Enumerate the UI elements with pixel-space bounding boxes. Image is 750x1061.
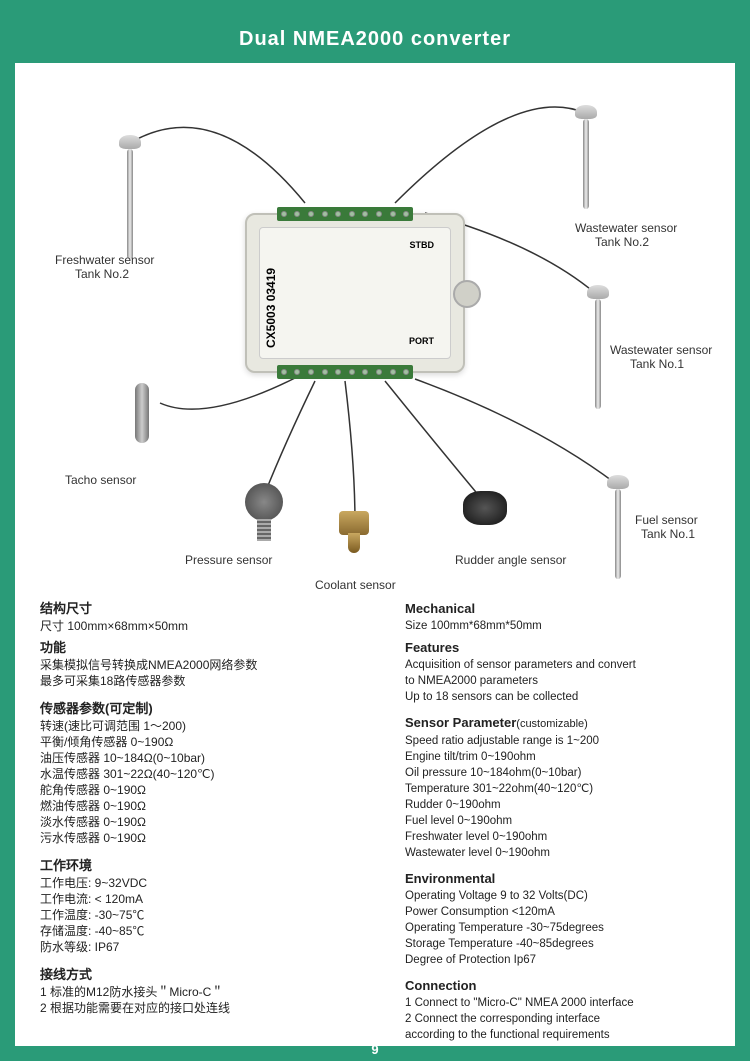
en-conn-heading: Connection	[405, 978, 730, 994]
en-feat-heading: Features	[405, 640, 730, 656]
zh-p3: 油压传感器 10~184Ω(0~10bar)	[40, 750, 365, 766]
zh-size: 尺寸 100mm×68mm×50mm	[40, 618, 365, 634]
wastewater2-text: Wastewater sensor	[575, 221, 677, 235]
en-c2: 2 Connect the corresponding interface	[405, 1011, 730, 1027]
en-param-sub: (customizable)	[516, 718, 588, 730]
zh-func-heading: 功能	[40, 640, 365, 656]
wastewater2-probe	[583, 119, 589, 209]
coolant-sensor-icon	[339, 511, 369, 535]
wastewater1b-text: Tank No.1	[610, 357, 684, 371]
fuel1b-text: Tank No.1	[635, 527, 695, 541]
zh-func2: 最多可采集18路传感器参数	[40, 673, 365, 689]
device-stbd-label: STBD	[410, 240, 435, 250]
wastewater2b-text: Tank No.2	[575, 235, 649, 249]
wastewater1-sensor-icon	[587, 285, 609, 299]
zh-env-heading: 工作环境	[40, 858, 365, 874]
coolant-label: Coolant sensor	[315, 578, 396, 592]
terminal-block-bottom	[277, 365, 413, 379]
en-param-heading: Sensor Parameter(customizable)	[405, 715, 730, 732]
zh-e1: 工作电压: 9~32VDC	[40, 875, 365, 891]
en-p4: Temperature 301~22ohm(40~120℃)	[405, 781, 730, 797]
converter-device: CX5003 03419 STBD PORT	[245, 213, 465, 373]
en-p7: Freshwater level 0~190ohm	[405, 829, 730, 845]
en-mech-heading: Mechanical	[405, 601, 730, 617]
wiring-diagram: CX5003 03419 STBD PORT Freshwat	[15, 63, 735, 593]
pressure-sensor-thread	[257, 519, 271, 541]
en-mech: Size 100mm*68mm*50mm	[405, 618, 730, 634]
page-number: 9	[0, 1042, 750, 1057]
wastewater1-probe	[595, 299, 601, 409]
zh-param-heading: 传感器参数(可定制)	[40, 701, 365, 717]
zh-func1: 采集模拟信号转换成NMEA2000网络参数	[40, 657, 365, 673]
zh-c1: 1 标准的M12防水接头＂Micro-C＂	[40, 984, 365, 1000]
zh-e3: 工作温度: -30~75℃	[40, 907, 365, 923]
freshwater2-probe	[127, 149, 133, 259]
device-port-label: PORT	[409, 336, 434, 346]
m12-connector	[453, 280, 481, 308]
fuel1-label: Fuel sensor Tank No.1	[635, 513, 698, 541]
en-e2: Power Consumption <120mA	[405, 904, 730, 920]
en-p2: Engine tilt/trim 0~190ohm	[405, 749, 730, 765]
en-p3: Oil pressure 10~184ohm(0~10bar)	[405, 765, 730, 781]
zh-p6: 燃油传感器 0~190Ω	[40, 798, 365, 814]
en-e5: Degree of Protection Ip67	[405, 952, 730, 968]
wastewater2-label: Wastewater sensor Tank No.2	[575, 221, 677, 249]
en-p5: Rudder 0~190ohm	[405, 797, 730, 813]
pressure-label: Pressure sensor	[185, 553, 272, 567]
zh-c2: 2 根据功能需要在对应的接口处连线	[40, 1000, 365, 1016]
zh-p8: 污水传感器 0~190Ω	[40, 830, 365, 846]
zh-e4: 存储温度: -40~85℃	[40, 923, 365, 939]
freshwater2-text: Freshwater sensor	[55, 253, 154, 267]
en-p6: Fuel level 0~190ohm	[405, 813, 730, 829]
title-bar: Dual NMEA2000 converter	[15, 15, 735, 63]
zh-conn-heading: 接线方式	[40, 967, 365, 983]
terminal-block-top	[277, 207, 413, 221]
page: Dual NMEA2000 converter CX5	[15, 15, 735, 1046]
en-param-text: Sensor Parameter	[405, 715, 516, 730]
zh-p7: 淡水传感器 0~190Ω	[40, 814, 365, 830]
zh-p2: 平衡/倾角传感器 0~190Ω	[40, 734, 365, 750]
zh-e5: 防水等级: IP67	[40, 939, 365, 955]
pressure-sensor-icon	[245, 483, 283, 521]
tacho-sensor-icon	[135, 383, 149, 443]
wastewater1-text: Wastewater sensor	[610, 343, 712, 357]
en-e4: Storage Temperature -40~85degrees	[405, 936, 730, 952]
freshwater2b-text: Tank No.2	[55, 267, 129, 281]
zh-p5: 舵角传感器 0~190Ω	[40, 782, 365, 798]
en-c3: according to the functional requirements	[405, 1027, 730, 1043]
en-env-heading: Environmental	[405, 871, 730, 887]
wastewater2-sensor-icon	[575, 105, 597, 119]
zh-p1: 转速(速比可调范围 1～200)	[40, 718, 365, 734]
coolant-sensor-tip	[348, 533, 360, 553]
tacho-label: Tacho sensor	[65, 473, 136, 487]
device-model: CX5003 03419	[264, 268, 278, 348]
en-f1: Acquisition of sensor parameters and con…	[405, 657, 730, 673]
specs-chinese: 结构尺寸 尺寸 100mm×68mm×50mm 功能 采集模拟信号转换成NMEA…	[40, 595, 365, 1043]
specifications: 结构尺寸 尺寸 100mm×68mm×50mm 功能 采集模拟信号转换成NMEA…	[40, 595, 730, 1043]
freshwater2-sensor-icon	[119, 135, 141, 149]
rudder-label: Rudder angle sensor	[455, 553, 566, 567]
fuel1-sensor-icon	[607, 475, 629, 489]
fuel1-probe	[615, 489, 621, 579]
zh-size-heading: 结构尺寸	[40, 601, 365, 617]
en-e3: Operating Temperature -30~75degrees	[405, 920, 730, 936]
rudder-sensor-icon	[463, 491, 507, 525]
wastewater1-label: Wastewater sensor Tank No.1	[610, 343, 712, 371]
en-c1: 1 Connect to "Micro-C" NMEA 2000 interfa…	[405, 995, 730, 1011]
en-p1: Speed ratio adjustable range is 1~200	[405, 733, 730, 749]
fuel1-text: Fuel sensor	[635, 513, 698, 527]
en-f2: to NMEA2000 parameters	[405, 673, 730, 689]
device-face: CX5003 03419 STBD PORT	[259, 227, 451, 359]
en-f3: Up to 18 sensors can be collected	[405, 689, 730, 705]
en-p8: Wastewater level 0~190ohm	[405, 845, 730, 861]
zh-p4: 水温传感器 301~22Ω(40~120℃)	[40, 766, 365, 782]
zh-e2: 工作电流: < 120mA	[40, 891, 365, 907]
specs-english: Mechanical Size 100mm*68mm*50mm Features…	[405, 595, 730, 1043]
en-e1: Operating Voltage 9 to 32 Volts(DC)	[405, 888, 730, 904]
freshwater2-label: Freshwater sensor Tank No.2	[55, 253, 154, 281]
